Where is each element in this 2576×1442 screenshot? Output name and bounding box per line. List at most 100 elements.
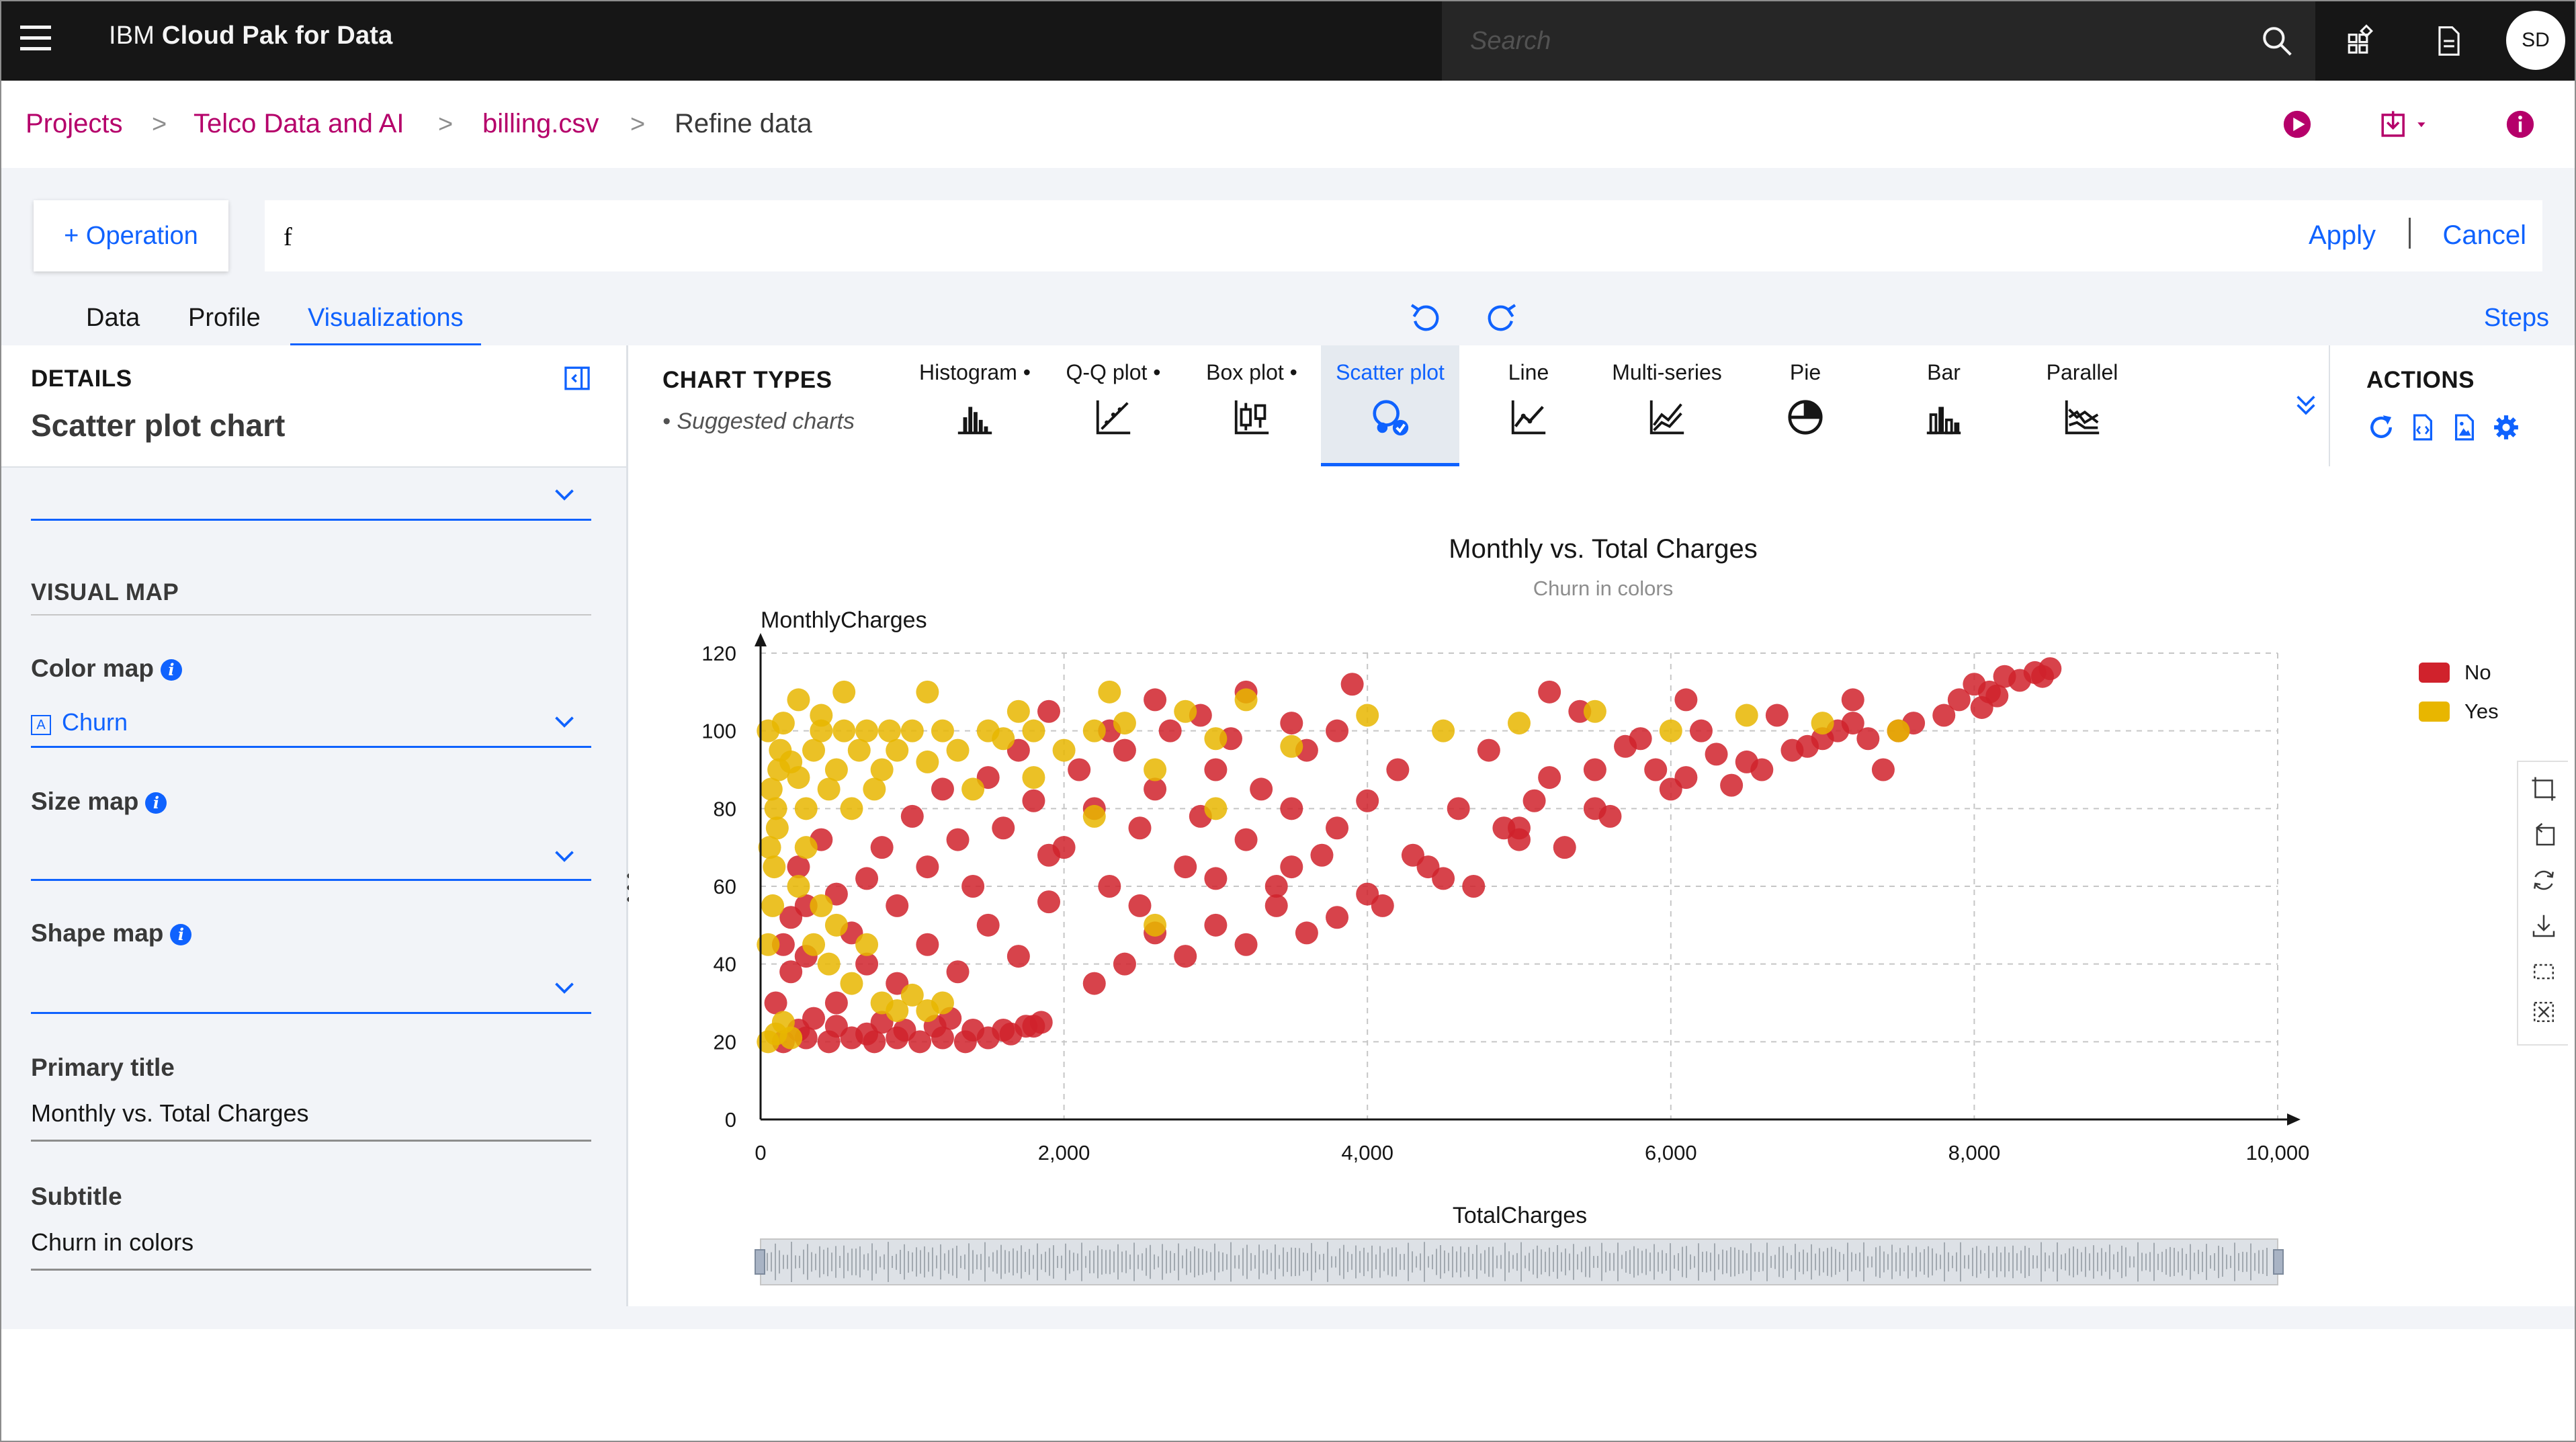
data-point-no — [1280, 855, 1303, 879]
data-point-no — [1356, 882, 1379, 906]
subtitle-input[interactable]: Churn in colors — [31, 1228, 194, 1256]
data-point-yes — [757, 933, 780, 956]
add-operation-button[interactable]: + Operation — [34, 200, 228, 271]
breadcrumb-projects[interactable]: Projects — [26, 109, 123, 138]
top-navigation-bar: IBM Cloud Pak for Data SD — [1, 1, 2575, 81]
tab-data[interactable]: Data — [86, 304, 140, 332]
data-point-no — [916, 933, 939, 956]
data-point-no — [1174, 945, 1197, 968]
data-point-yes — [1811, 712, 1834, 735]
save-download-icon[interactable] — [2380, 109, 2440, 140]
code-file-icon[interactable] — [2408, 413, 2438, 442]
app-switcher-icon[interactable] — [2345, 24, 2378, 58]
y-tick-label: 0 — [725, 1108, 736, 1132]
chart-types-bar: CHART TYPES • Suggested charts Histogram… — [629, 345, 2329, 468]
user-avatar[interactable]: SD — [2506, 11, 2565, 70]
section-divider — [31, 614, 591, 616]
line-chart-icon — [1511, 400, 1546, 435]
data-point-no — [1326, 719, 1349, 743]
chart-title: Monthly vs. Total Charges — [1449, 534, 1757, 564]
chart-type-parallel[interactable]: Parallel — [2013, 345, 2151, 466]
steps-link[interactable]: Steps — [2483, 304, 2549, 332]
data-point-yes — [916, 680, 939, 704]
rect-select-icon[interactable] — [2530, 775, 2557, 802]
pie-chart-icon — [1788, 400, 1823, 435]
reload-icon[interactable] — [2530, 867, 2557, 894]
x-tick-label: 0 — [755, 1141, 766, 1164]
data-point-yes — [900, 719, 924, 743]
info-icon[interactable] — [2505, 109, 2536, 140]
zoom-select-icon[interactable] — [2530, 958, 2557, 985]
data-point-no — [1128, 894, 1152, 917]
code-input[interactable] — [282, 218, 2233, 257]
data-point-yes — [794, 836, 818, 859]
refresh-icon[interactable] — [2366, 413, 2396, 442]
chart-toolbox — [2517, 761, 2568, 1046]
data-point-no — [1750, 758, 1774, 781]
menu-icon[interactable] — [20, 26, 51, 56]
chart-type-label: Scatter plot — [1336, 360, 1445, 384]
collapse-panel-icon[interactable] — [563, 364, 591, 392]
zoom-handle-right — [2273, 1249, 2284, 1275]
chevron-down-icon[interactable] — [551, 481, 578, 508]
tab-visualizations[interactable]: Visualizations — [290, 304, 481, 347]
search-input[interactable] — [1469, 23, 2210, 59]
breadcrumb-project-name[interactable]: Telco Data and AI — [194, 109, 404, 138]
data-point-yes — [824, 913, 848, 937]
breadcrumb-file[interactable]: billing.csv — [482, 109, 599, 138]
data-point-yes — [1174, 699, 1197, 723]
undo-icon[interactable] — [1408, 298, 1445, 335]
chart-type-pie[interactable]: Pie — [1736, 345, 1875, 466]
data-point-no — [916, 855, 939, 879]
data-point-no — [779, 906, 803, 929]
info-icon[interactable]: i — [145, 792, 167, 814]
tab-profile[interactable]: Profile — [188, 304, 261, 332]
chevron-down-icon[interactable] — [551, 708, 578, 735]
data-point-yes — [787, 875, 810, 898]
chart-type-histogram[interactable]: Histogram • — [906, 345, 1044, 466]
chart-type-label: Parallel — [2046, 360, 2118, 384]
data-point-no — [802, 1007, 826, 1030]
y-tick-label: 80 — [714, 797, 736, 820]
data-point-yes — [1144, 758, 1167, 781]
chart-type-qq-plot[interactable]: Q-Q plot • — [1044, 345, 1183, 466]
apply-button[interactable]: Apply — [2308, 220, 2376, 250]
info-icon[interactable]: i — [160, 659, 182, 681]
run-job-icon[interactable] — [2282, 109, 2313, 140]
restore-view-icon[interactable] — [2530, 821, 2557, 848]
operation-bar: + Operation Apply Cancel — [1, 168, 2575, 292]
data-point-no — [1796, 734, 1819, 758]
scatter-chart[interactable]: Monthly vs. Total Charges Churn in color… — [629, 466, 2575, 1306]
data-point-yes — [1006, 699, 1030, 723]
data-point-yes — [877, 719, 901, 743]
search-icon[interactable] — [2260, 24, 2294, 58]
chart-type-bar[interactable]: Bar — [1875, 345, 2013, 466]
chevron-down-icon[interactable] — [551, 843, 578, 870]
chart-type-box-plot[interactable]: Box plot • — [1183, 345, 1321, 466]
data-point-no — [1264, 875, 1288, 898]
redo-icon[interactable] — [1482, 298, 1518, 335]
image-file-icon[interactable] — [2450, 413, 2479, 442]
x-tick-label: 6,000 — [1645, 1141, 1697, 1164]
chart-type-line[interactable]: Line — [1459, 345, 1598, 466]
info-icon[interactable]: i — [170, 924, 192, 945]
chevron-down-icon[interactable] — [551, 974, 578, 1001]
settings-icon[interactable] — [2491, 413, 2521, 442]
data-zoom-slider[interactable] — [755, 1238, 2284, 1285]
color-map-select[interactable]: A Churn — [31, 708, 128, 736]
chart-type-multi-series[interactable]: Multi-series — [1598, 345, 1736, 466]
data-point-no — [1583, 758, 1606, 781]
data-point-yes — [761, 894, 785, 917]
cancel-button[interactable]: Cancel — [2442, 220, 2526, 250]
document-icon[interactable] — [2432, 24, 2466, 58]
data-point-no — [1689, 719, 1713, 743]
data-point-yes — [810, 894, 833, 917]
primary-title-input[interactable]: Monthly vs. Total Charges — [31, 1099, 309, 1127]
expand-chart-types-icon[interactable] — [2291, 391, 2321, 421]
data-point-yes — [758, 836, 781, 859]
download-icon[interactable] — [2530, 913, 2557, 939]
chart-type-scatter-plot[interactable]: Scatter plot — [1321, 345, 1459, 466]
data-point-yes — [863, 777, 886, 801]
field-underline — [31, 519, 591, 521]
zoom-reset-icon[interactable] — [2530, 999, 2557, 1025]
